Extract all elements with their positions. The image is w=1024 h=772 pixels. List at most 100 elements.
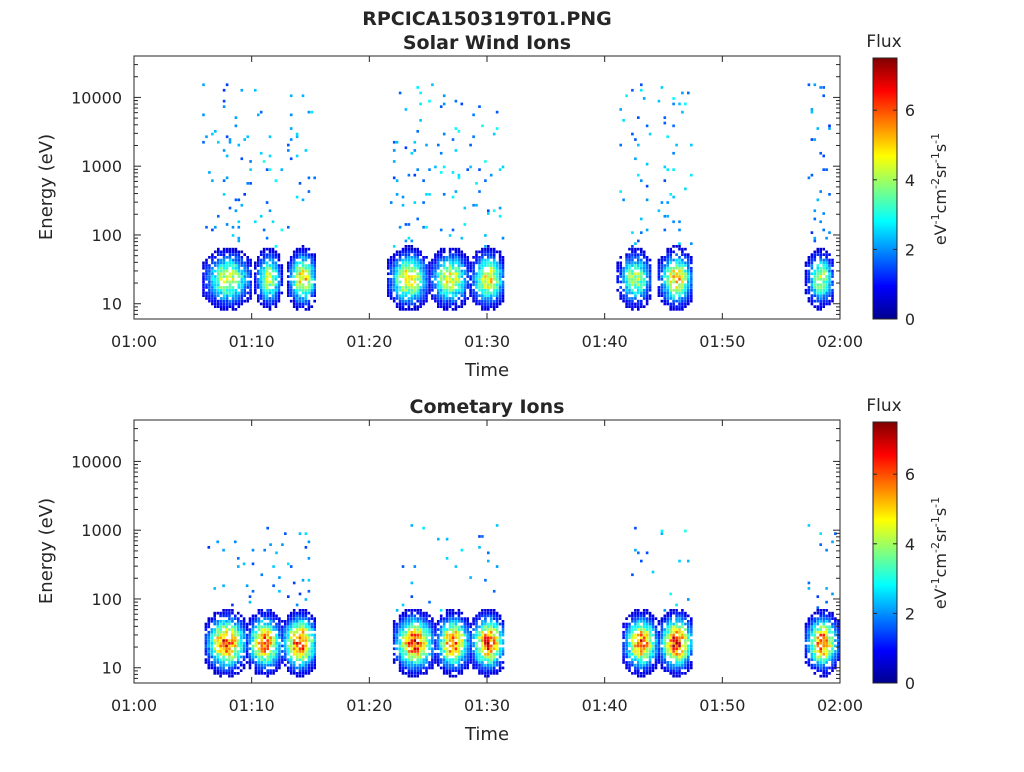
heatmap-cell: [804, 636, 808, 640]
heatmap-cell: [401, 261, 405, 265]
heatmap-cell: [660, 652, 664, 656]
heatmap-cell: [219, 253, 223, 256]
heatmap-cell: [666, 644, 669, 648]
heatmap-cell: [425, 639, 428, 642]
heatmap-cell: [243, 138, 246, 141]
heatmap-cell: [401, 622, 405, 626]
heatmap-cell: [478, 288, 481, 292]
heatmap-cell: [457, 611, 461, 615]
heatmap-cell: [395, 622, 399, 626]
heatmap-cell: [205, 258, 208, 262]
heatmap-cell: [410, 614, 414, 618]
heatmap-cell: [445, 256, 449, 259]
heatmap-cell: [457, 633, 461, 637]
heatmap-cell: [298, 617, 302, 620]
heatmap-cell: [289, 630, 293, 634]
heatmap-cell: [298, 658, 302, 661]
heatmap-cell: [425, 277, 428, 281]
heatmap-cell: [389, 291, 393, 295]
heatmap-cell: [807, 272, 811, 276]
heatmap-cell: [301, 286, 305, 289]
heatmap-cell: [448, 234, 452, 237]
heatmap-cell: [492, 256, 496, 259]
heatmap-cell: [434, 630, 437, 634]
heatmap-cell: [816, 658, 820, 661]
heatmap-cell: [234, 198, 238, 202]
heatmap-cell: [205, 272, 208, 276]
heatmap-cell: [822, 666, 825, 670]
heatmap-cell: [666, 614, 669, 618]
heatmap-cell: [637, 239, 640, 243]
heatmap-cell: [460, 650, 464, 653]
heatmap-cell: [628, 291, 631, 295]
heatmap-cell: [272, 628, 275, 631]
heatmap-cell: [216, 672, 219, 675]
heatmap-cell: [622, 630, 625, 634]
heatmap-cell: [654, 647, 658, 651]
heatmap-cell: [822, 674, 825, 678]
heatmap-cell: [634, 620, 637, 623]
heatmap-cell: [310, 286, 314, 289]
heatmap-cell: [392, 658, 396, 661]
heatmap-cell: [442, 663, 446, 667]
heatmap-cell: [489, 609, 493, 612]
heatmap-cell: [498, 269, 502, 273]
heatmap-cell: [645, 261, 649, 265]
unit-ev: eV: [931, 588, 950, 609]
heatmap-cell: [398, 614, 402, 618]
heatmap-cell: [431, 264, 434, 267]
heatmap-cell: [463, 628, 467, 631]
heatmap-cell: [431, 630, 434, 634]
heatmap-cell: [672, 294, 675, 297]
heatmap-cell: [660, 639, 664, 642]
heatmap-cell: [460, 548, 464, 552]
heatmap-cell: [487, 299, 490, 303]
heatmap-cell: [804, 288, 808, 292]
heatmap-cell: [439, 625, 443, 629]
heatmap-cell: [690, 666, 693, 670]
heatmap-cell: [489, 658, 493, 661]
heatmap-cell: [266, 672, 269, 675]
heatmap-cell: [466, 636, 469, 640]
heatmap-cell: [481, 672, 484, 675]
heatmap-cell: [451, 633, 455, 637]
heatmap-cell: [822, 609, 825, 612]
heatmap-cell: [210, 617, 214, 620]
heatmap-cell: [619, 269, 622, 273]
heatmap-cell: [451, 256, 455, 259]
heatmap-cell: [631, 283, 634, 287]
heatmap-cell: [625, 655, 628, 659]
heatmap-cell: [275, 551, 278, 555]
heatmap-cell: [819, 247, 822, 251]
heatmap-cell: [481, 247, 484, 251]
heatmap-cell: [428, 272, 431, 276]
heatmap-cell: [410, 652, 414, 656]
heatmap-cell: [392, 628, 396, 631]
heatmap-cell: [640, 674, 643, 678]
heatmap-cell: [225, 652, 228, 656]
unit-ev-exp: -1: [929, 213, 942, 224]
heatmap-cell: [387, 272, 390, 276]
heatmap-cell: [657, 658, 661, 661]
heatmap-cell: [404, 647, 408, 651]
heatmap-cell: [660, 288, 664, 292]
heatmap-cell: [816, 275, 820, 278]
heatmap-cell: [295, 620, 299, 623]
heatmap-cell: [645, 644, 649, 648]
heatmap-cell: [813, 611, 817, 615]
heatmap-cell: [816, 628, 820, 631]
heatmap-cell: [675, 661, 678, 664]
heatmap-cell: [457, 305, 461, 308]
heatmap-cell: [265, 261, 269, 265]
heatmap-cell: [395, 261, 399, 265]
heatmap-cell: [410, 674, 414, 678]
heatmap-cell: [228, 622, 231, 626]
heatmap-cell: [231, 258, 235, 262]
panel-solar-wind: Solar Wind Ions 01:00 01:10 01:20 01:30 01:4…: [36, 32, 950, 381]
heatmap-cell: [231, 288, 235, 292]
heatmap-cell: [222, 269, 226, 273]
heatmap-cell: [278, 661, 281, 664]
heatmap-cell: [419, 291, 422, 295]
heatmap-cell: [475, 258, 478, 262]
heatmap-cell: [213, 661, 216, 664]
